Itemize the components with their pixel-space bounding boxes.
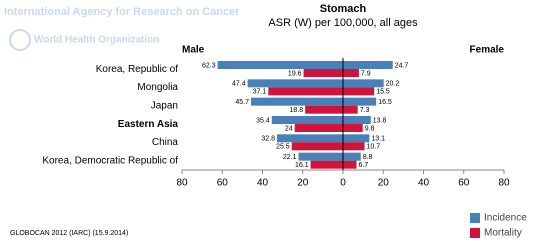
bar [305, 105, 343, 114]
x-tick-label: 40 [257, 178, 269, 189]
bar [343, 61, 393, 69]
value-label: 7.3 [360, 107, 370, 114]
bar [291, 142, 343, 151]
value-label: 25.5 [276, 144, 290, 151]
organization-watermark: World Health Organization [34, 35, 159, 46]
bar [343, 97, 377, 106]
category-label: Korea, Democratic Republic of [42, 155, 178, 166]
bar [268, 87, 343, 96]
value-label: 16.1 [295, 162, 309, 169]
value-label: 13.8 [373, 117, 387, 124]
chart-subtitle: ASR (W) per 100,000, all ages [268, 17, 418, 29]
value-label: 7.9 [361, 70, 371, 77]
x-tick-label: 20 [378, 178, 390, 189]
legend-swatch [470, 228, 480, 238]
bar [298, 152, 343, 161]
value-label: 19.6 [288, 70, 302, 77]
category-label: China [152, 137, 179, 148]
category-label: Eastern Asia [118, 119, 179, 130]
value-label: 6.7 [358, 162, 368, 169]
value-label: 62.3 [202, 62, 216, 69]
x-tick-label: 40 [418, 178, 430, 189]
value-label: 47.4 [232, 81, 246, 88]
bar [247, 79, 343, 88]
chart-title: Stomach [320, 3, 367, 15]
bar [343, 152, 361, 161]
category-label: Korea, Republic of [96, 64, 178, 75]
bar [271, 116, 343, 124]
value-label: 13.1 [371, 136, 385, 143]
value-label: 32.8 [261, 136, 275, 143]
legend-label: Incidence [484, 213, 527, 224]
value-label: 37.1 [253, 89, 267, 96]
x-tick-label: 60 [217, 178, 229, 189]
panel-label: Male [182, 45, 205, 56]
value-label: 8.8 [363, 154, 373, 161]
value-label: 18.8 [290, 107, 304, 114]
bar [217, 61, 343, 69]
value-label: 9.8 [365, 125, 375, 132]
x-tick-label: 20 [297, 178, 309, 189]
bar [294, 124, 343, 132]
value-label: 35.4 [256, 117, 270, 124]
value-label: 10.7 [367, 144, 381, 151]
value-label: 24.7 [395, 62, 409, 69]
value-label: 24 [285, 125, 293, 132]
x-tick-label: 80 [498, 178, 510, 189]
category-label: Japan [151, 100, 178, 111]
panel-label: Female [470, 45, 505, 56]
category-label: Mongolia [137, 82, 178, 93]
bar [310, 160, 343, 169]
bar [343, 87, 375, 96]
footer-source: GLOBOCAN 2012 (IARC) (15.9.2014) [10, 230, 128, 237]
value-label: 20.2 [386, 81, 400, 88]
bar [343, 160, 357, 169]
bar [343, 69, 359, 77]
bar [303, 69, 343, 77]
bar [343, 124, 363, 132]
agency-watermark: International Agency for Research on Can… [4, 6, 240, 18]
bar [343, 142, 365, 151]
x-tick-label: 60 [458, 178, 470, 189]
bar [343, 105, 358, 114]
legend-swatch [470, 213, 480, 223]
value-label: 22.1 [283, 154, 297, 161]
bar [343, 79, 384, 88]
who-logo [9, 29, 31, 51]
value-label: 16.5 [378, 99, 392, 106]
value-label: 45.7 [235, 99, 249, 106]
bar [343, 116, 371, 124]
legend-label: Mortality [484, 228, 522, 239]
x-tick-label: 0 [340, 178, 346, 189]
bar [251, 97, 343, 106]
bar [343, 134, 370, 143]
x-tick-label: 80 [176, 178, 188, 189]
bar [276, 134, 343, 143]
value-label: 15.5 [376, 89, 390, 96]
